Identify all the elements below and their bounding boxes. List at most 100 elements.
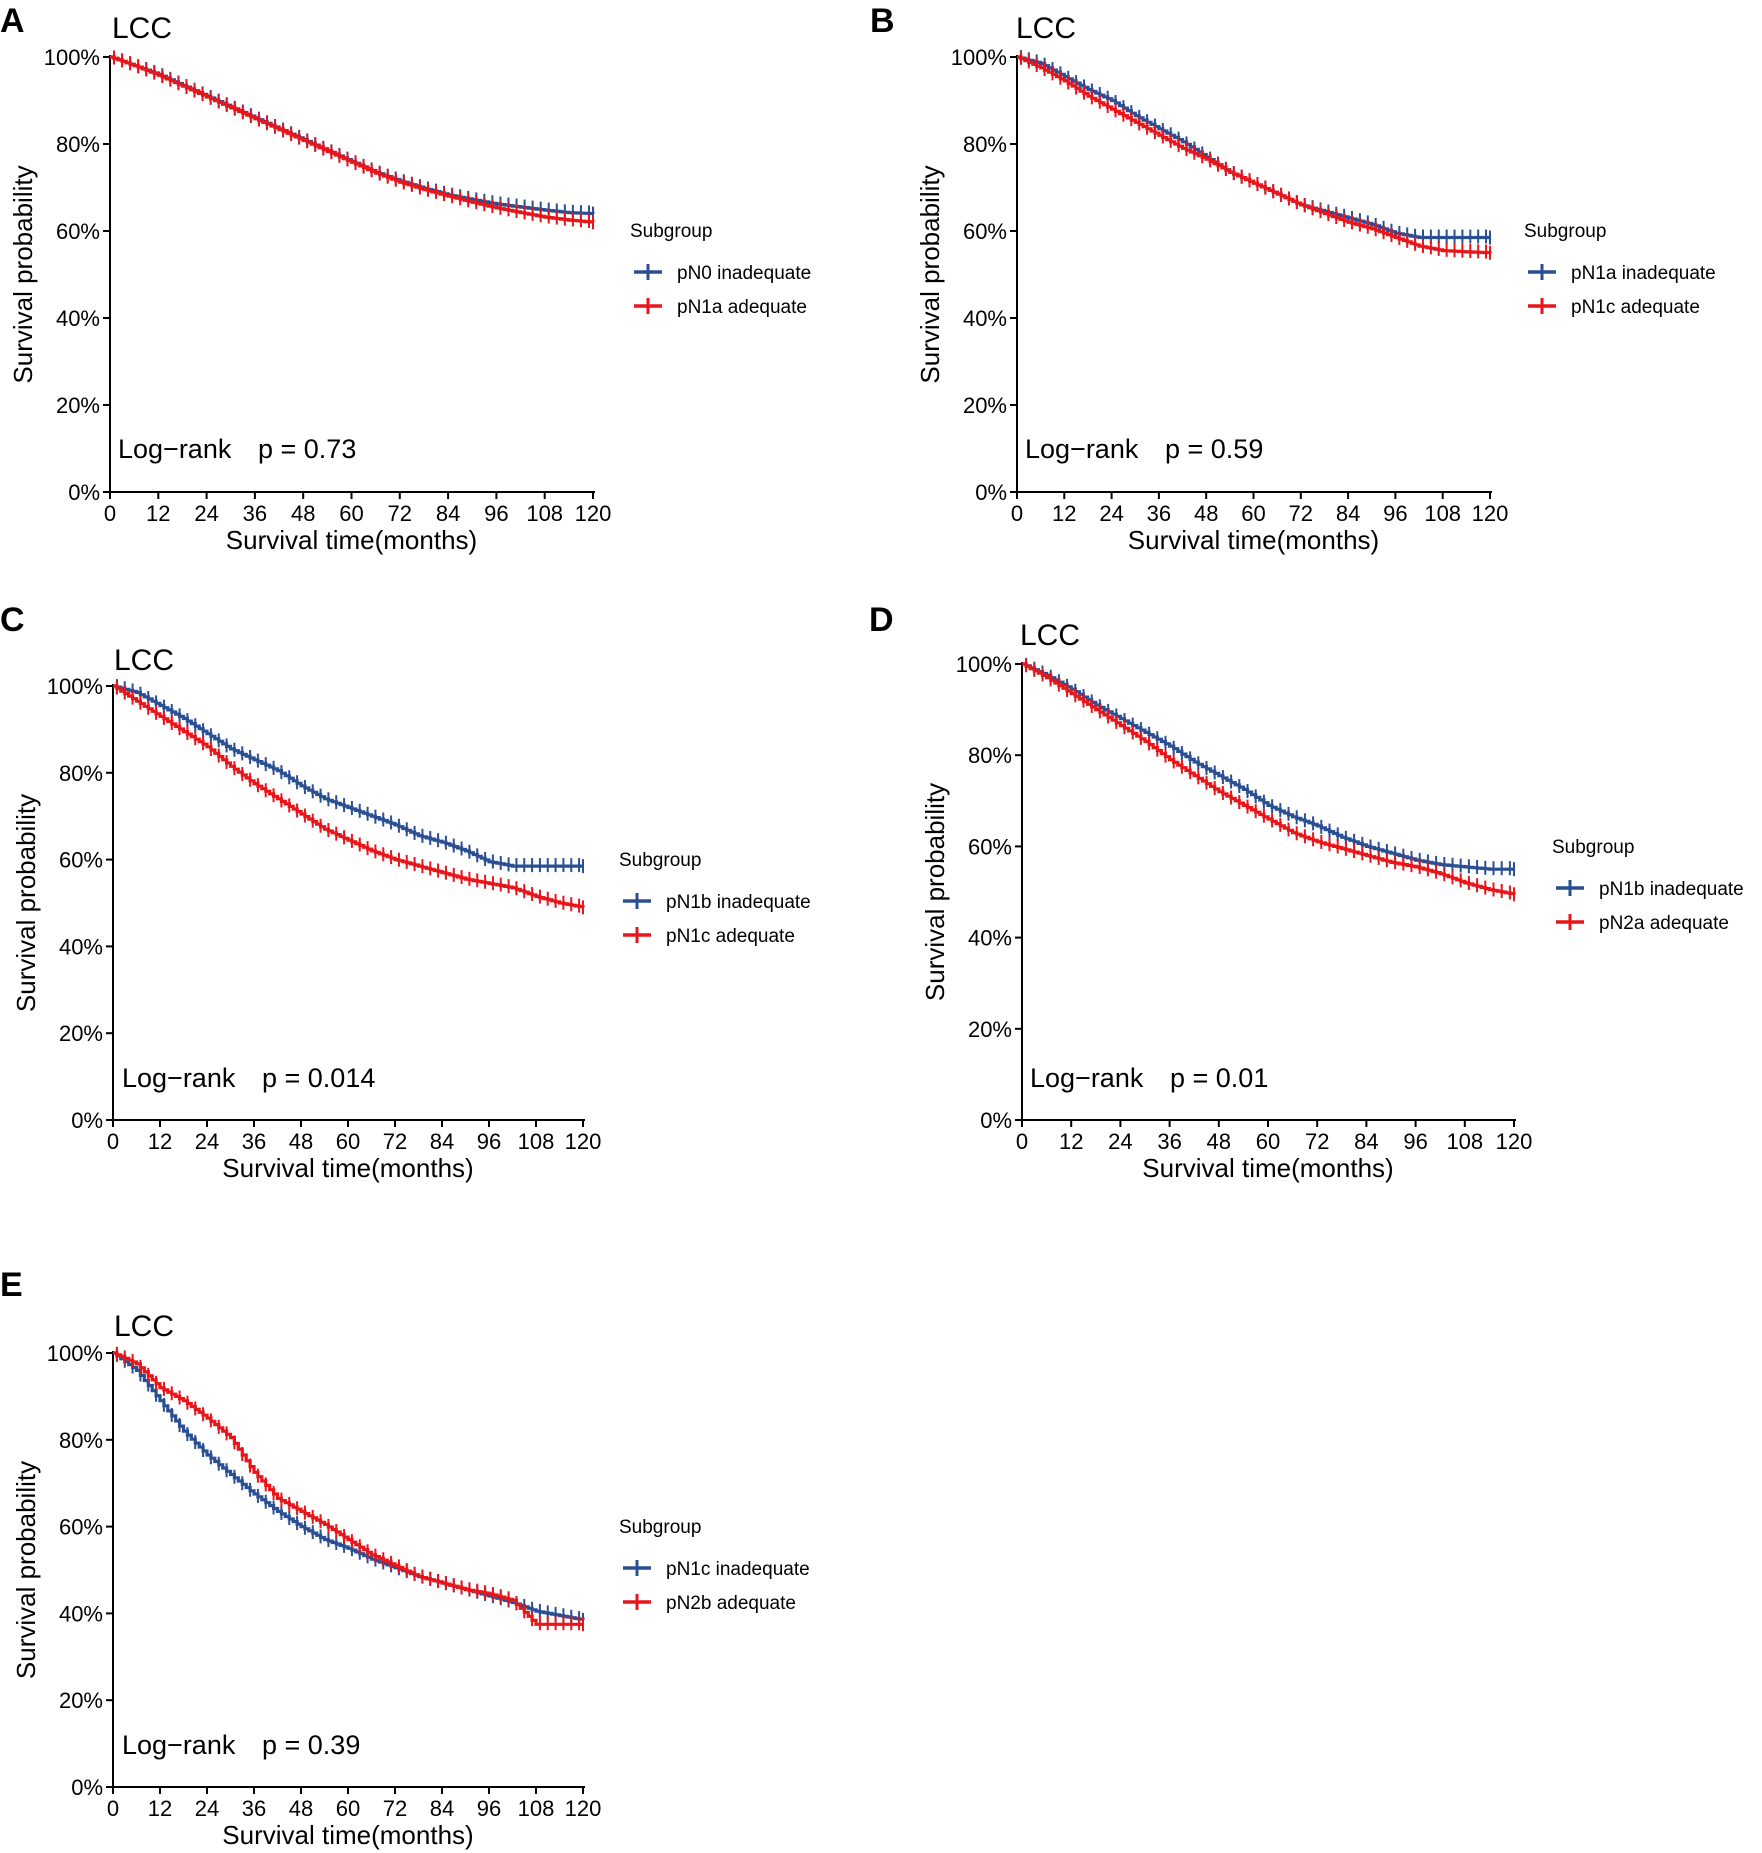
x-tick-label: 36 [243, 501, 267, 526]
x-tick-label: 60 [336, 1129, 360, 1154]
x-tick-label: 36 [242, 1129, 266, 1154]
x-tick-label: 120 [1472, 501, 1509, 526]
x-tick-label: 108 [526, 501, 563, 526]
x-axis-label: Survival time(months) [226, 525, 477, 555]
y-tick-label: 80% [968, 743, 1012, 768]
logrank-label: Log−rank [1025, 434, 1139, 464]
x-tick-label: 12 [146, 501, 170, 526]
x-tick-label: 48 [291, 501, 315, 526]
series-inadequate [113, 1347, 585, 1627]
x-tick-label: 24 [195, 1796, 219, 1821]
legend-label: pN1a inadequate [1571, 263, 1716, 284]
x-tick-label: 72 [1305, 1129, 1329, 1154]
x-tick-label: 60 [1256, 1129, 1280, 1154]
y-tick-label: 100% [47, 674, 103, 699]
x-tick-label: 72 [388, 501, 412, 526]
y-axis-label: Survival probability [920, 783, 950, 1001]
x-tick-label: 96 [484, 501, 508, 526]
survival-curve [1022, 662, 1514, 871]
x-tick-label: 120 [575, 501, 612, 526]
y-tick-label: 60% [59, 1515, 103, 1540]
x-tick-label: 12 [1052, 501, 1076, 526]
x-tick-label: 24 [1099, 501, 1123, 526]
x-tick-label: 0 [107, 1129, 119, 1154]
x-tick-label: 24 [194, 501, 218, 526]
y-axis-label: Survival probability [11, 794, 41, 1012]
y-tick-label: 60% [968, 834, 1012, 859]
y-tick-label: 40% [968, 926, 1012, 951]
legend-title: Subgroup [1524, 221, 1606, 242]
y-tick-label: 20% [968, 1017, 1012, 1042]
series-adequate [113, 1346, 584, 1632]
panel-letter: D [869, 601, 894, 639]
legend-label: pN2b adequate [666, 1593, 796, 1614]
series-adequate [1017, 50, 1492, 260]
x-tick-label: 96 [477, 1796, 501, 1821]
x-tick-label: 36 [1147, 501, 1171, 526]
y-tick-label: 0% [975, 480, 1007, 505]
series-inadequate [113, 679, 584, 874]
x-tick-label: 120 [1496, 1129, 1533, 1154]
x-axis-label: Survival time(months) [222, 1153, 473, 1183]
x-tick-label: 60 [339, 501, 363, 526]
panel-letter: B [870, 2, 895, 40]
legend: Subgroup pN1b inadequate pN2a adequate [1552, 837, 1744, 934]
y-tick-label: 20% [59, 1688, 103, 1713]
panel-title: LCC [114, 1310, 174, 1343]
y-tick-label: 60% [963, 219, 1007, 244]
x-tick-label: 48 [1194, 501, 1218, 526]
x-tick-label: 72 [383, 1796, 407, 1821]
logrank-label: Log−rank [122, 1063, 236, 1093]
y-tick-label: 40% [56, 306, 100, 331]
y-tick-label: 0% [980, 1108, 1012, 1133]
y-tick-label: 80% [963, 132, 1007, 157]
survival-curve [113, 1351, 583, 1626]
legend-title: Subgroup [630, 221, 712, 242]
x-tick-label: 84 [430, 1796, 454, 1821]
legend-label: pN1c inadequate [666, 1559, 810, 1580]
p-value: p = 0.59 [1165, 434, 1263, 464]
y-tick-label: 80% [56, 132, 100, 157]
legend-label: pN0 inadequate [677, 263, 811, 284]
legend-label: pN1b inadequate [666, 892, 811, 913]
series-adequate [110, 50, 595, 230]
x-tick-label: 0 [104, 501, 116, 526]
x-tick-label: 108 [518, 1796, 555, 1821]
panel-d: D LCC 0% 20% 40% 60% 80% 100% 0 12 24 36 48 60 72 84 96 1… [869, 601, 1744, 1183]
x-tick-label: 96 [1403, 1129, 1427, 1154]
p-value: p = 0.01 [1170, 1063, 1268, 1093]
y-tick-label: 60% [56, 219, 100, 244]
survival-curve [110, 55, 595, 216]
y-tick-label: 60% [59, 848, 103, 873]
y-tick-label: 0% [68, 480, 100, 505]
x-tick-label: 0 [1016, 1129, 1028, 1154]
survival-curve [1017, 55, 1492, 255]
panel-letter: E [0, 1266, 23, 1304]
x-tick-label: 12 [1059, 1129, 1083, 1154]
survival-curve [1022, 662, 1516, 896]
legend: Subgroup pN1c inadequate pN2b adequate [619, 1517, 810, 1614]
y-tick-label: 20% [963, 393, 1007, 418]
y-tick-label: 0% [71, 1775, 103, 1800]
series-inadequate [1017, 50, 1491, 245]
x-tick-label: 0 [1011, 501, 1023, 526]
x-tick-label: 96 [477, 1129, 501, 1154]
y-tick-label: 80% [59, 1428, 103, 1453]
panel-letter: C [0, 601, 25, 639]
panel-e: E LCC 0% 20% 40% 60% 80% 100% 0 12 24 36 48 60 72 84 96 1… [0, 1266, 810, 1850]
legend-title: Subgroup [1552, 837, 1634, 858]
series-adequate [113, 680, 585, 915]
y-tick-label: 40% [59, 1601, 103, 1626]
y-tick-label: 0% [71, 1108, 103, 1133]
y-tick-label: 100% [956, 652, 1012, 677]
legend: Subgroup pN1b inadequate pN1c adequate [619, 850, 811, 947]
panel-title: LCC [1020, 619, 1080, 652]
x-tick-label: 60 [336, 1796, 360, 1821]
x-tick-label: 48 [1207, 1129, 1231, 1154]
legend: Subgroup pN1a inadequate pN1c adequate [1524, 221, 1716, 318]
x-tick-label: 84 [1336, 501, 1360, 526]
x-tick-label: 108 [518, 1129, 555, 1154]
series-inadequate [1022, 657, 1515, 877]
survival-curve [113, 1351, 585, 1621]
